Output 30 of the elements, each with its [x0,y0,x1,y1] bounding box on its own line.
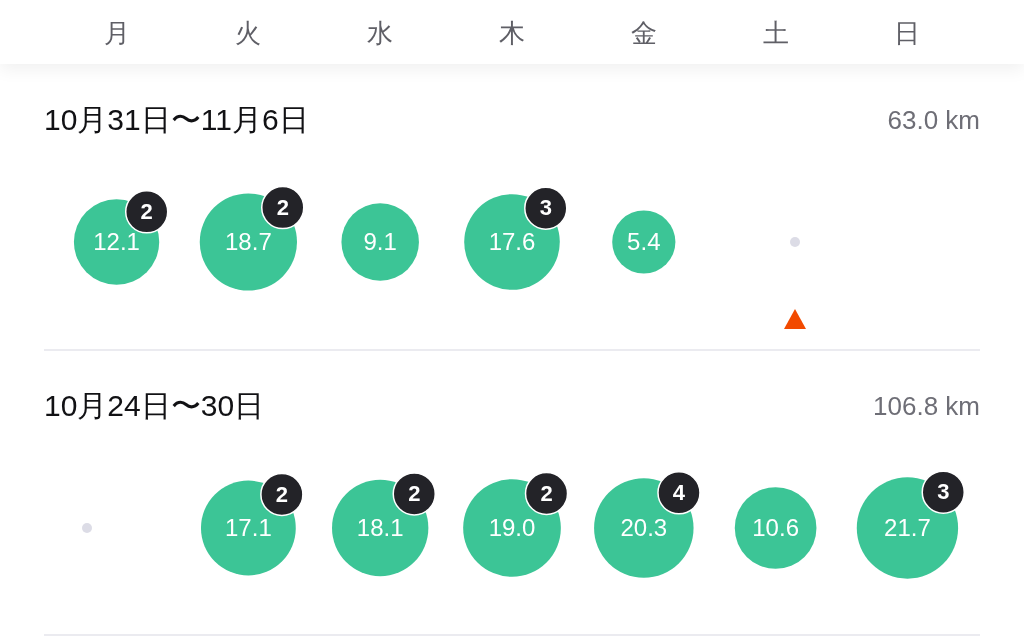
data-label: 21.7 [884,513,931,541]
data-label: 2 [276,194,289,220]
data-label: 2 [540,480,553,506]
category-label: 木 [499,18,525,49]
data-label: 18.1 [356,513,404,541]
text: 106.8 km [873,390,980,422]
data-label: 2 [275,481,289,507]
data-label: 12.1 [93,227,140,255]
category-label: 日 [894,18,921,49]
category-label: 土 [762,18,789,49]
category-label: 水 [367,18,394,49]
series-label: 10月24日〜30日 [44,388,265,424]
data-label: 20.3 [620,513,668,541]
data-label: 18.7 [225,227,272,255]
data-label: 3 [539,195,552,221]
data-label: 5.4 [627,227,661,255]
data-label: 3 [937,479,950,505]
data-label: 4 [672,479,686,505]
category-label: 火 [235,18,262,49]
data-label: 9.1 [363,227,397,255]
data-label: 19.0 [488,513,536,541]
text: 10月31日〜11月6日 [44,102,309,138]
data-label: 17.6 [488,227,536,255]
data-label: 2 [408,481,421,506]
text: 63.0 km [887,104,980,136]
data-label: 2 [140,198,153,224]
data-label: 10.6 [752,513,799,541]
category-label: 金 [630,18,657,49]
category-label: 月 [103,18,130,49]
data-label: 17.1 [225,513,272,541]
